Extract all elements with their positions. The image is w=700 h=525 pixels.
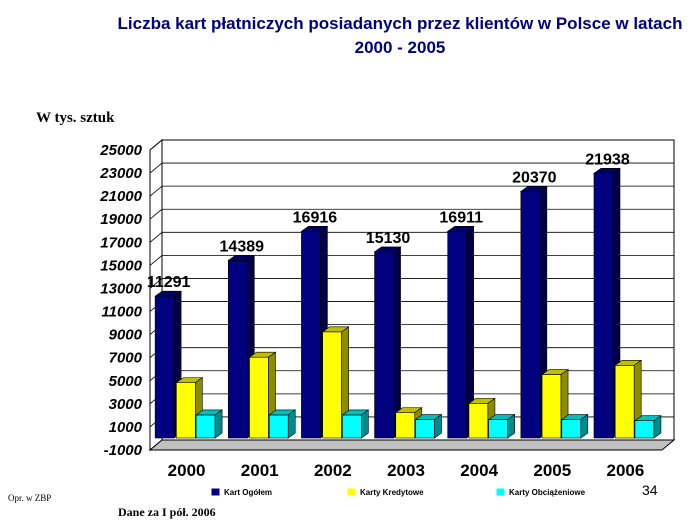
bar-2003-1 bbox=[395, 412, 416, 439]
gridline-side bbox=[149, 162, 163, 174]
x-tick-label: 2004 bbox=[460, 461, 498, 480]
legend-swatch bbox=[496, 488, 505, 496]
legend-swatch bbox=[211, 488, 220, 496]
bar-side-2001-2 bbox=[287, 409, 296, 439]
source-note: Opr. w ZBP bbox=[8, 493, 52, 503]
bar-2001-0 bbox=[227, 260, 248, 439]
bar-side-2003-2 bbox=[434, 413, 442, 439]
y-tick-label: 19000 bbox=[100, 211, 142, 228]
gridline-side bbox=[149, 139, 163, 151]
gridline-side bbox=[149, 185, 163, 197]
bar-2005-0 bbox=[520, 191, 541, 439]
x-tick-label: 2002 bbox=[314, 461, 352, 480]
bar-side-2000-2 bbox=[214, 409, 223, 439]
x-tick-label: 2003 bbox=[387, 461, 425, 480]
bar-2006-1 bbox=[614, 365, 635, 439]
bar-2004-0 bbox=[447, 231, 468, 439]
bar-2006-0 bbox=[593, 173, 614, 439]
y-tick-label: 25000 bbox=[99, 142, 142, 159]
gridline-side bbox=[149, 255, 163, 266]
bar-side-2002-2 bbox=[361, 409, 369, 439]
bar-2000-0 bbox=[154, 295, 175, 439]
y-tick-label: 23000 bbox=[99, 165, 142, 182]
bar-side-2003-0 bbox=[393, 246, 401, 439]
data-label: 16916 bbox=[293, 209, 338, 226]
chart-floor bbox=[148, 439, 676, 451]
y-tick-label: 5000 bbox=[109, 373, 143, 390]
data-label: 20370 bbox=[512, 169, 557, 186]
y-tick-label: 1000 bbox=[109, 419, 143, 436]
y-tick-label: 11000 bbox=[101, 304, 142, 321]
x-tick-label: 2005 bbox=[533, 461, 571, 480]
y-tick-label: 17000 bbox=[100, 234, 142, 251]
slide-number: 34 bbox=[642, 482, 658, 498]
data-label: 11291 bbox=[147, 274, 191, 291]
bar-side-2006-2 bbox=[653, 415, 662, 439]
bar-2003-2 bbox=[415, 419, 435, 439]
footnote: Dane za I pół. 2006 bbox=[118, 505, 216, 519]
y-tick-label: 15000 bbox=[100, 257, 142, 274]
y-tick-label: 3000 bbox=[109, 396, 143, 413]
legend-label: Kart Ogółem bbox=[224, 488, 272, 497]
bar-2002-1 bbox=[322, 331, 342, 439]
bar-2000-1 bbox=[176, 382, 196, 439]
bar-side-2004-2 bbox=[507, 413, 515, 439]
y-tick-label: 13000 bbox=[100, 280, 142, 297]
bar-2005-2 bbox=[561, 419, 582, 439]
legend-label: Karty Obciążeniowe bbox=[509, 488, 586, 497]
chart-title: Liczba kart płatniczych posiadanych prze… bbox=[117, 14, 683, 57]
bar-2001-2 bbox=[268, 414, 289, 439]
bar-2003-0 bbox=[374, 251, 394, 439]
bar-side-2005-2 bbox=[580, 413, 589, 439]
y-tick-label: 7000 bbox=[109, 350, 143, 367]
y-tick-label: 9000 bbox=[109, 327, 143, 344]
unit-label: W tys. sztuk bbox=[36, 110, 115, 126]
bar-2004-1 bbox=[468, 403, 489, 439]
gridline-side bbox=[149, 208, 163, 220]
bar-2001-1 bbox=[249, 356, 269, 439]
data-label: 14389 bbox=[220, 238, 265, 255]
y-tick-label: 21000 bbox=[99, 188, 142, 205]
legend-label: Karty Kredytowe bbox=[360, 488, 424, 497]
bar-2002-0 bbox=[301, 230, 321, 439]
x-tick-label: 2001 bbox=[241, 461, 279, 480]
data-label: 16911 bbox=[439, 209, 483, 226]
legend-swatch bbox=[347, 488, 356, 496]
y-tick-label: -1000 bbox=[104, 442, 143, 459]
gridline-side bbox=[149, 278, 163, 289]
bar-2000-2 bbox=[195, 414, 216, 439]
bar-2006-2 bbox=[634, 420, 655, 439]
bar-2005-1 bbox=[541, 374, 562, 439]
x-tick-label: 2000 bbox=[168, 461, 206, 480]
data-label: 21938 bbox=[585, 151, 630, 168]
bar-2004-2 bbox=[488, 419, 508, 439]
gridline-side bbox=[149, 232, 163, 243]
x-tick-label: 2006 bbox=[607, 461, 645, 480]
bar-2002-2 bbox=[342, 414, 362, 439]
data-label: 15130 bbox=[366, 230, 411, 247]
